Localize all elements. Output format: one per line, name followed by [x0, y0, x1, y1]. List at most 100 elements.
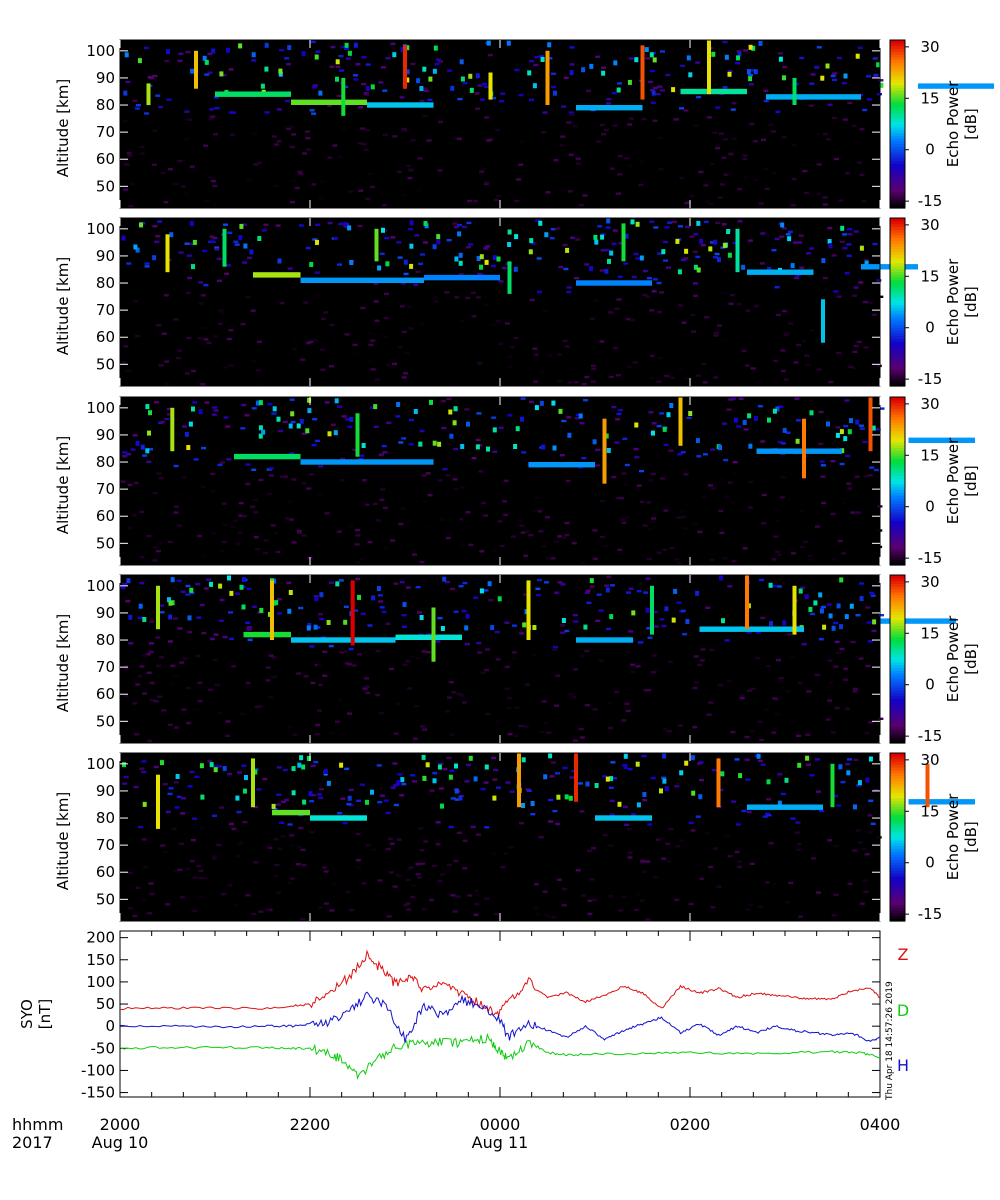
noise-cell — [337, 698, 343, 701]
noise-cell — [561, 105, 567, 108]
colorbar-step — [890, 681, 905, 685]
noise-cell — [287, 726, 293, 729]
noise-cell — [555, 674, 561, 677]
noise-cell — [221, 74, 227, 77]
echo-fleck — [423, 221, 428, 226]
noise-cell — [509, 790, 515, 793]
noise-cell — [453, 487, 459, 491]
noise-cell — [561, 419, 567, 423]
colorbar-step — [890, 110, 905, 114]
noise-cell — [876, 279, 882, 282]
echo-fleck — [301, 51, 306, 57]
noise-cell — [642, 870, 648, 873]
echo-fleck — [662, 753, 667, 759]
noise-cell — [274, 143, 280, 146]
noise-cell — [713, 256, 719, 259]
noise-cell — [554, 540, 560, 543]
noise-cell — [348, 190, 354, 193]
noise-cell — [139, 510, 145, 514]
noise-cell — [848, 365, 854, 368]
noise-cell — [332, 144, 338, 147]
noise-cell — [162, 783, 168, 786]
echo-fleck — [623, 753, 628, 759]
noise-cell — [286, 500, 292, 503]
noise-cell — [596, 140, 602, 143]
colorbar-step — [890, 764, 905, 768]
noise-cell — [395, 702, 401, 705]
echo-fleck — [121, 235, 126, 241]
y-axis-label: Altitude [km] — [54, 79, 72, 177]
noise-cell — [286, 63, 291, 66]
noise-cell — [281, 800, 287, 803]
colorbar-step — [890, 98, 905, 103]
noise-cell — [322, 674, 328, 677]
noise-cell — [866, 75, 871, 78]
colorbar-step — [890, 324, 905, 328]
noise-cell — [253, 861, 259, 864]
colorbar-step — [890, 562, 905, 566]
noise-cell — [122, 455, 128, 458]
noise-cell — [816, 163, 822, 166]
noise-cell — [502, 500, 508, 503]
noise-cell — [533, 883, 539, 886]
y-tick-label: 50 — [96, 534, 115, 552]
noise-cell — [198, 281, 204, 284]
noise-cell — [238, 501, 244, 505]
noise-cell — [828, 380, 834, 384]
colorbar-step — [890, 56, 905, 61]
noise-cell — [148, 882, 154, 885]
noise-cell — [479, 98, 485, 101]
echo-fleck — [145, 448, 150, 454]
colorbar-step — [890, 461, 905, 465]
noise-cell — [640, 859, 646, 862]
noise-cell — [450, 587, 456, 591]
noise-cell — [610, 584, 615, 587]
noise-cell — [201, 326, 207, 330]
colorbar-step — [890, 503, 905, 507]
noise-cell — [785, 233, 791, 236]
noise-cell — [213, 96, 219, 99]
noise-cell — [489, 484, 495, 488]
noise-cell — [698, 324, 704, 327]
echo-fleck — [347, 225, 352, 231]
noise-cell — [505, 781, 511, 784]
noise-cell — [757, 720, 763, 723]
noise-cell — [328, 365, 334, 368]
noise-cell — [396, 170, 402, 173]
echo-fleck — [836, 603, 841, 609]
colorbar-tick-label: -15 — [918, 192, 943, 210]
colorbar-step — [890, 168, 905, 173]
noise-cell — [127, 154, 133, 157]
noise-cell — [173, 182, 179, 186]
echo-fleck — [432, 440, 437, 446]
noise-cell — [574, 417, 580, 420]
echo-fleck — [422, 66, 427, 72]
echo-fleck — [306, 756, 311, 761]
noise-cell — [507, 732, 513, 736]
noise-cell — [247, 638, 253, 642]
noise-cell — [669, 376, 675, 379]
noise-cell — [251, 605, 257, 608]
echo-fleck — [261, 429, 266, 435]
noise-cell — [313, 760, 319, 764]
noise-cell — [773, 727, 779, 730]
noise-cell — [836, 804, 842, 807]
noise-cell — [234, 830, 240, 833]
echo-fleck — [189, 587, 194, 593]
noise-cell — [804, 354, 810, 357]
noise-cell — [714, 252, 720, 256]
echo-fleck — [288, 590, 293, 595]
colorbar-step — [890, 639, 905, 643]
noise-cell — [666, 730, 672, 733]
noise-cell — [727, 70, 733, 73]
noise-cell — [417, 157, 423, 160]
noise-cell — [120, 586, 126, 590]
noise-cell — [690, 313, 696, 317]
noise-cell — [553, 159, 559, 162]
noise-cell — [209, 108, 215, 111]
noise-cell — [339, 69, 344, 72]
noise-cell — [676, 516, 682, 519]
noise-cell — [263, 223, 269, 226]
noise-cell — [401, 127, 407, 131]
